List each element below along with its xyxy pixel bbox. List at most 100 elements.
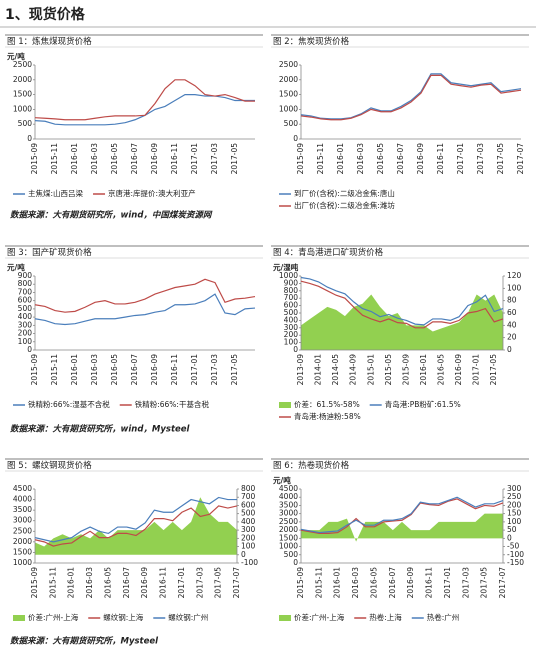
legend-label: 出厂价(含税):二级冶金焦:潍坊 — [294, 200, 395, 210]
legend-item: 青岛港:PB粉矿:61.5% — [369, 399, 461, 409]
x-tick-label: 2017-01 — [456, 143, 465, 175]
y-tick-label: 900 — [284, 278, 299, 287]
x-tick-label: 2015-11 — [314, 567, 323, 599]
x-tick-label: 2016-11 — [170, 143, 179, 175]
y2-tick-label: 150 — [507, 509, 522, 518]
caption: 图 3：国产矿现货价格 — [7, 247, 92, 258]
y-tick-label: 500 — [18, 304, 33, 313]
legend-item: 价差:广州-上海 — [13, 612, 79, 622]
figure: 图 6：热卷现货价格元/吨050010001500200025003000350… — [271, 458, 529, 622]
y2-tick-label: 200 — [507, 500, 522, 509]
legend-swatch — [13, 615, 25, 621]
y-tick-label: 2000 — [13, 537, 32, 546]
y-tick-label: 1500 — [279, 533, 298, 542]
figure: 图 4：青岛港进口矿现货价格元/湿吨0100200300400500600700… — [271, 245, 529, 421]
x-tick-label: 2016-11 — [436, 143, 445, 175]
y2-tick-label: 60 — [507, 308, 517, 317]
x-tick-label: 2017-05 — [489, 354, 498, 386]
y-tick-label: 1000 — [13, 558, 32, 567]
x-tick-label: 2016-01 — [70, 143, 79, 175]
y-tick-label: 1000 — [279, 542, 298, 551]
y-tick-label: 500 — [284, 550, 299, 559]
y-tick-label: 200 — [284, 330, 299, 339]
x-tick-label: 2016-03 — [90, 354, 99, 386]
caption: 图 5：螺纹钢现货价格 — [7, 460, 92, 471]
x-tick-label: 2015-11 — [316, 143, 325, 175]
legend-label: 热卷:上海 — [369, 612, 402, 622]
x-tick-label: 2016-07 — [130, 354, 139, 386]
x-tick-label: 2017-07 — [516, 143, 525, 175]
x-tick-label: 2014-01 — [314, 354, 323, 386]
y2-tick-label: 0 — [507, 533, 512, 542]
y-tick-label: 500 — [284, 308, 299, 317]
line — [34, 505, 238, 547]
legend-label: 热卷:广州 — [427, 612, 460, 622]
section-title: 1、现货价格 — [5, 6, 86, 23]
x-tick-label: 2017-05 — [480, 567, 489, 599]
x-tick-label: 2015-11 — [50, 354, 59, 386]
y-tick-label: 4000 — [279, 492, 298, 501]
x-tick-label: 2016-03 — [351, 567, 360, 599]
x-tick-label: 2016-09 — [150, 143, 159, 175]
caption: 图 6：热卷现货价格 — [273, 460, 350, 471]
x-tick-label: 2017-07 — [232, 567, 241, 599]
x-tick-label: 2016-09 — [140, 567, 149, 599]
y2-tick-label: 0 — [507, 345, 512, 354]
y-tick-label: 3500 — [13, 505, 32, 514]
y-tick-label: 0 — [27, 134, 32, 143]
x-tick-label: 2017-01 — [177, 567, 186, 599]
y-tick-label: 2500 — [279, 60, 298, 69]
figure: 图 2：焦炭现货价格 0 500 1000 1500 2000 2500 2015-09 201… — [271, 34, 529, 210]
line — [300, 498, 504, 534]
legend-label: 青岛港:PB粉矿:61.5% — [385, 399, 461, 409]
legend-item: 京唐港:库提价:澳大利亚产 — [93, 188, 196, 198]
legend-item: 到厂价(含税):二级冶金焦:唐山 — [279, 188, 395, 198]
legend-swatch — [279, 615, 291, 621]
x-tick-label: 2016-01 — [70, 354, 79, 386]
legend-label: 京唐港:库提价:澳大利亚产 — [108, 188, 196, 198]
y2-tick-label: 400 — [241, 517, 256, 526]
x-tick-label: 2016-09 — [406, 567, 415, 599]
y2-tick-label: 40 — [507, 320, 517, 329]
y-axis-label: 元/吨 — [7, 51, 25, 61]
y-tick-label: 2500 — [279, 517, 298, 526]
y-tick-label: 700 — [18, 287, 33, 296]
y2-tick-label: 120 — [507, 271, 522, 280]
x-tick-label: 2016-05 — [103, 567, 112, 599]
chart: 元/吨 0 500 1000 1500 2000 2500 2015-09 2015-11 201… — [7, 51, 255, 198]
area — [301, 294, 503, 350]
x-tick-label: 2016-05 — [110, 143, 119, 175]
x-tick-label: 2016-01 — [333, 567, 342, 599]
y-tick-label: 900 — [18, 271, 33, 280]
y2-tick-label: 0 — [241, 550, 246, 559]
line — [300, 496, 504, 534]
caption: 图 1：炼焦煤现货价格 — [7, 36, 92, 47]
y2-tick-label: 600 — [241, 500, 256, 509]
x-tick-label: 2016-03 — [356, 143, 365, 175]
legend-item: 热卷:上海 — [354, 612, 402, 622]
legend-label: 到厂价(含税):二级冶金焦:唐山 — [294, 188, 395, 198]
legend-swatch — [279, 402, 291, 408]
y2-tick-label: -150 — [507, 558, 524, 567]
y2-tick-label: 100 — [241, 542, 256, 551]
y-tick-label: 1500 — [279, 90, 298, 99]
chart: 0 500 1000 1500 2000 2500 2015-09 2015-11 2016-0… — [279, 60, 525, 210]
y-tick-label: 3500 — [279, 500, 298, 509]
x-tick-label: 2016-01 — [419, 354, 428, 386]
x-tick-label: 2016-05 — [376, 143, 385, 175]
line — [300, 74, 522, 121]
x-tick-label: 2017-05 — [230, 354, 239, 386]
x-tick-label: 2016-05 — [437, 354, 446, 386]
x-tick-label: 2017-01 — [190, 354, 199, 386]
y-tick-label: 1000 — [13, 104, 32, 113]
y-tick-label: 0 — [27, 345, 32, 354]
x-tick-label: 2016-05 — [110, 354, 119, 386]
y-tick-label: 3000 — [13, 516, 32, 525]
y-tick-label: 700 — [284, 293, 299, 302]
legend-item: 价差：61.5%-58% — [279, 399, 360, 409]
x-tick-label: 2016-11 — [159, 567, 168, 599]
